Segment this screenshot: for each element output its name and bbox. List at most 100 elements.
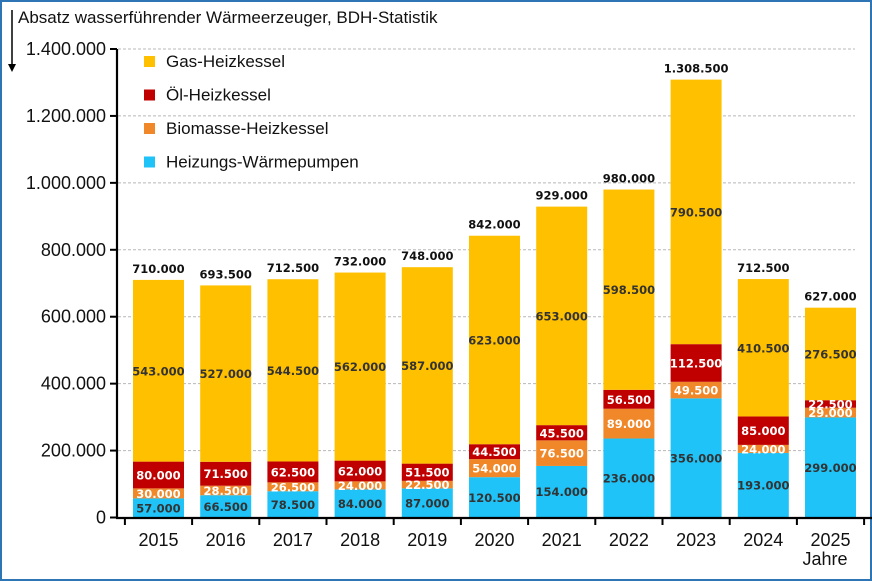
y-tick-label: 1.000.000 — [26, 173, 106, 193]
total-label: 710.000 — [132, 262, 184, 276]
legend-label: Biomasse-Heizkessel — [166, 119, 329, 138]
y-tick-label: 800.000 — [41, 240, 106, 260]
segment-label: 66.500 — [204, 500, 248, 514]
y-ticks: 0 200.000 400.000 600.000 800.000 1.000.000 1.… — [26, 39, 117, 528]
bar-segment — [401, 267, 453, 464]
total-label: 732.000 — [334, 255, 386, 269]
bar-segment — [603, 389, 655, 409]
segment-label: 410.500 — [737, 341, 789, 355]
total-label: 929.000 — [536, 189, 588, 203]
bar-segment — [267, 461, 319, 483]
total-labels: 710.000 693.500 712.500 732.000 748.000 842.0… — [132, 62, 856, 304]
total-label: 627.000 — [804, 290, 856, 304]
bar-segment — [334, 272, 386, 461]
segment-label: 57.000 — [136, 501, 180, 515]
x-tick-label: 2022 — [609, 530, 649, 550]
bar-segment — [267, 279, 319, 462]
x-tick-label: 2016 — [206, 530, 246, 550]
segment-label: 154.000 — [536, 485, 588, 499]
bar-segment — [805, 400, 856, 408]
bar-segment — [200, 285, 252, 462]
x-tick-label: 2018 — [340, 530, 380, 550]
segment-label: 276.500 — [804, 347, 856, 361]
total-label: 842.000 — [468, 218, 520, 232]
bar-segment — [334, 481, 386, 490]
bar-segment — [670, 381, 722, 399]
bar-segment — [536, 440, 588, 466]
segment-label: 544.500 — [267, 364, 319, 378]
legend: Gas-Heizkessel Öl-Heizkessel Biomasse-Heiz… — [144, 52, 359, 172]
legend-swatch — [144, 56, 155, 67]
bar-segment — [401, 488, 453, 518]
bar-segment — [401, 463, 453, 481]
segment-label: 87.000 — [405, 496, 449, 510]
bar-segment — [133, 461, 184, 489]
total-label: 748.000 — [401, 249, 453, 263]
y-tick-label: 0 — [96, 508, 106, 528]
segment-label: 62.500 — [271, 465, 315, 479]
bar-segment — [200, 495, 252, 518]
legend-swatch — [144, 156, 155, 168]
y-tick-label: 400.000 — [41, 374, 106, 394]
bar-segment — [670, 79, 722, 345]
bar-segment — [267, 482, 319, 492]
segment-label: 587.000 — [401, 359, 453, 373]
segment-label: 120.500 — [468, 491, 520, 505]
segment-label: 623.000 — [468, 333, 520, 347]
segment-label: 24.000 — [338, 479, 382, 493]
segment-label: 24.000 — [741, 442, 785, 456]
bar-segment — [469, 444, 520, 460]
y-tick-label: 200.000 — [41, 441, 106, 461]
segment-label: 89.000 — [607, 417, 651, 431]
axes — [8, 10, 872, 520]
bar-segment — [737, 279, 789, 417]
segment-label: 30.000 — [136, 487, 180, 501]
bar-segment — [267, 491, 319, 518]
total-label: 980.000 — [603, 172, 655, 186]
x-ticks: 2015 2016 2017 2018 2019 2020 2021 2022 2023 2024… — [123, 518, 866, 550]
x-tick-label: 2025 — [810, 530, 850, 550]
segment-label: 22.500 — [808, 397, 852, 411]
bar-segment — [536, 465, 588, 518]
bar-segment — [469, 235, 520, 445]
total-label: 693.500 — [200, 267, 252, 281]
segment-label: 22.500 — [405, 478, 449, 492]
x-tick-label: 2019 — [407, 530, 447, 550]
bar-segment — [469, 459, 520, 478]
y-tick-label: 1.400.000 — [26, 39, 106, 59]
bar-segment — [334, 460, 386, 482]
x-axis-label: Jahre — [802, 549, 847, 569]
chart-title: Absatz wasserführender Wärmeerzeuger, BD… — [18, 8, 438, 27]
segment-label: 193.000 — [737, 479, 789, 493]
segment-label: 653.000 — [536, 309, 588, 323]
segment-label: 527.000 — [200, 367, 252, 381]
bar-segment — [805, 407, 856, 418]
segment-label: 71.500 — [204, 467, 248, 481]
y-axis-arrow-head — [8, 64, 16, 72]
bar-segment — [737, 416, 789, 445]
bar-segment — [737, 444, 789, 453]
bar-segment — [133, 279, 184, 462]
segment-label: 112.500 — [670, 356, 722, 370]
bar-segment — [670, 344, 722, 382]
bar-segment — [401, 480, 453, 489]
segment-label: 80.000 — [136, 469, 180, 483]
bar-segment — [670, 398, 722, 518]
segment-label: 26.500 — [271, 480, 315, 494]
total-label: 1.308.500 — [664, 62, 729, 76]
segment-label: 562.000 — [334, 360, 386, 374]
segment-label: 299.000 — [804, 461, 856, 475]
segment-label: 49.500 — [674, 384, 718, 398]
bars — [133, 79, 856, 518]
x-tick-label: 2023 — [676, 530, 716, 550]
bar-segment — [469, 477, 520, 518]
bar-segment — [805, 417, 856, 518]
total-label: 712.500 — [737, 261, 789, 275]
segment-label: 28.500 — [204, 484, 248, 498]
segment-label: 56.500 — [607, 393, 651, 407]
bar-segment — [334, 489, 386, 518]
x-tick-label: 2020 — [474, 530, 514, 550]
bar-segment — [536, 425, 588, 441]
